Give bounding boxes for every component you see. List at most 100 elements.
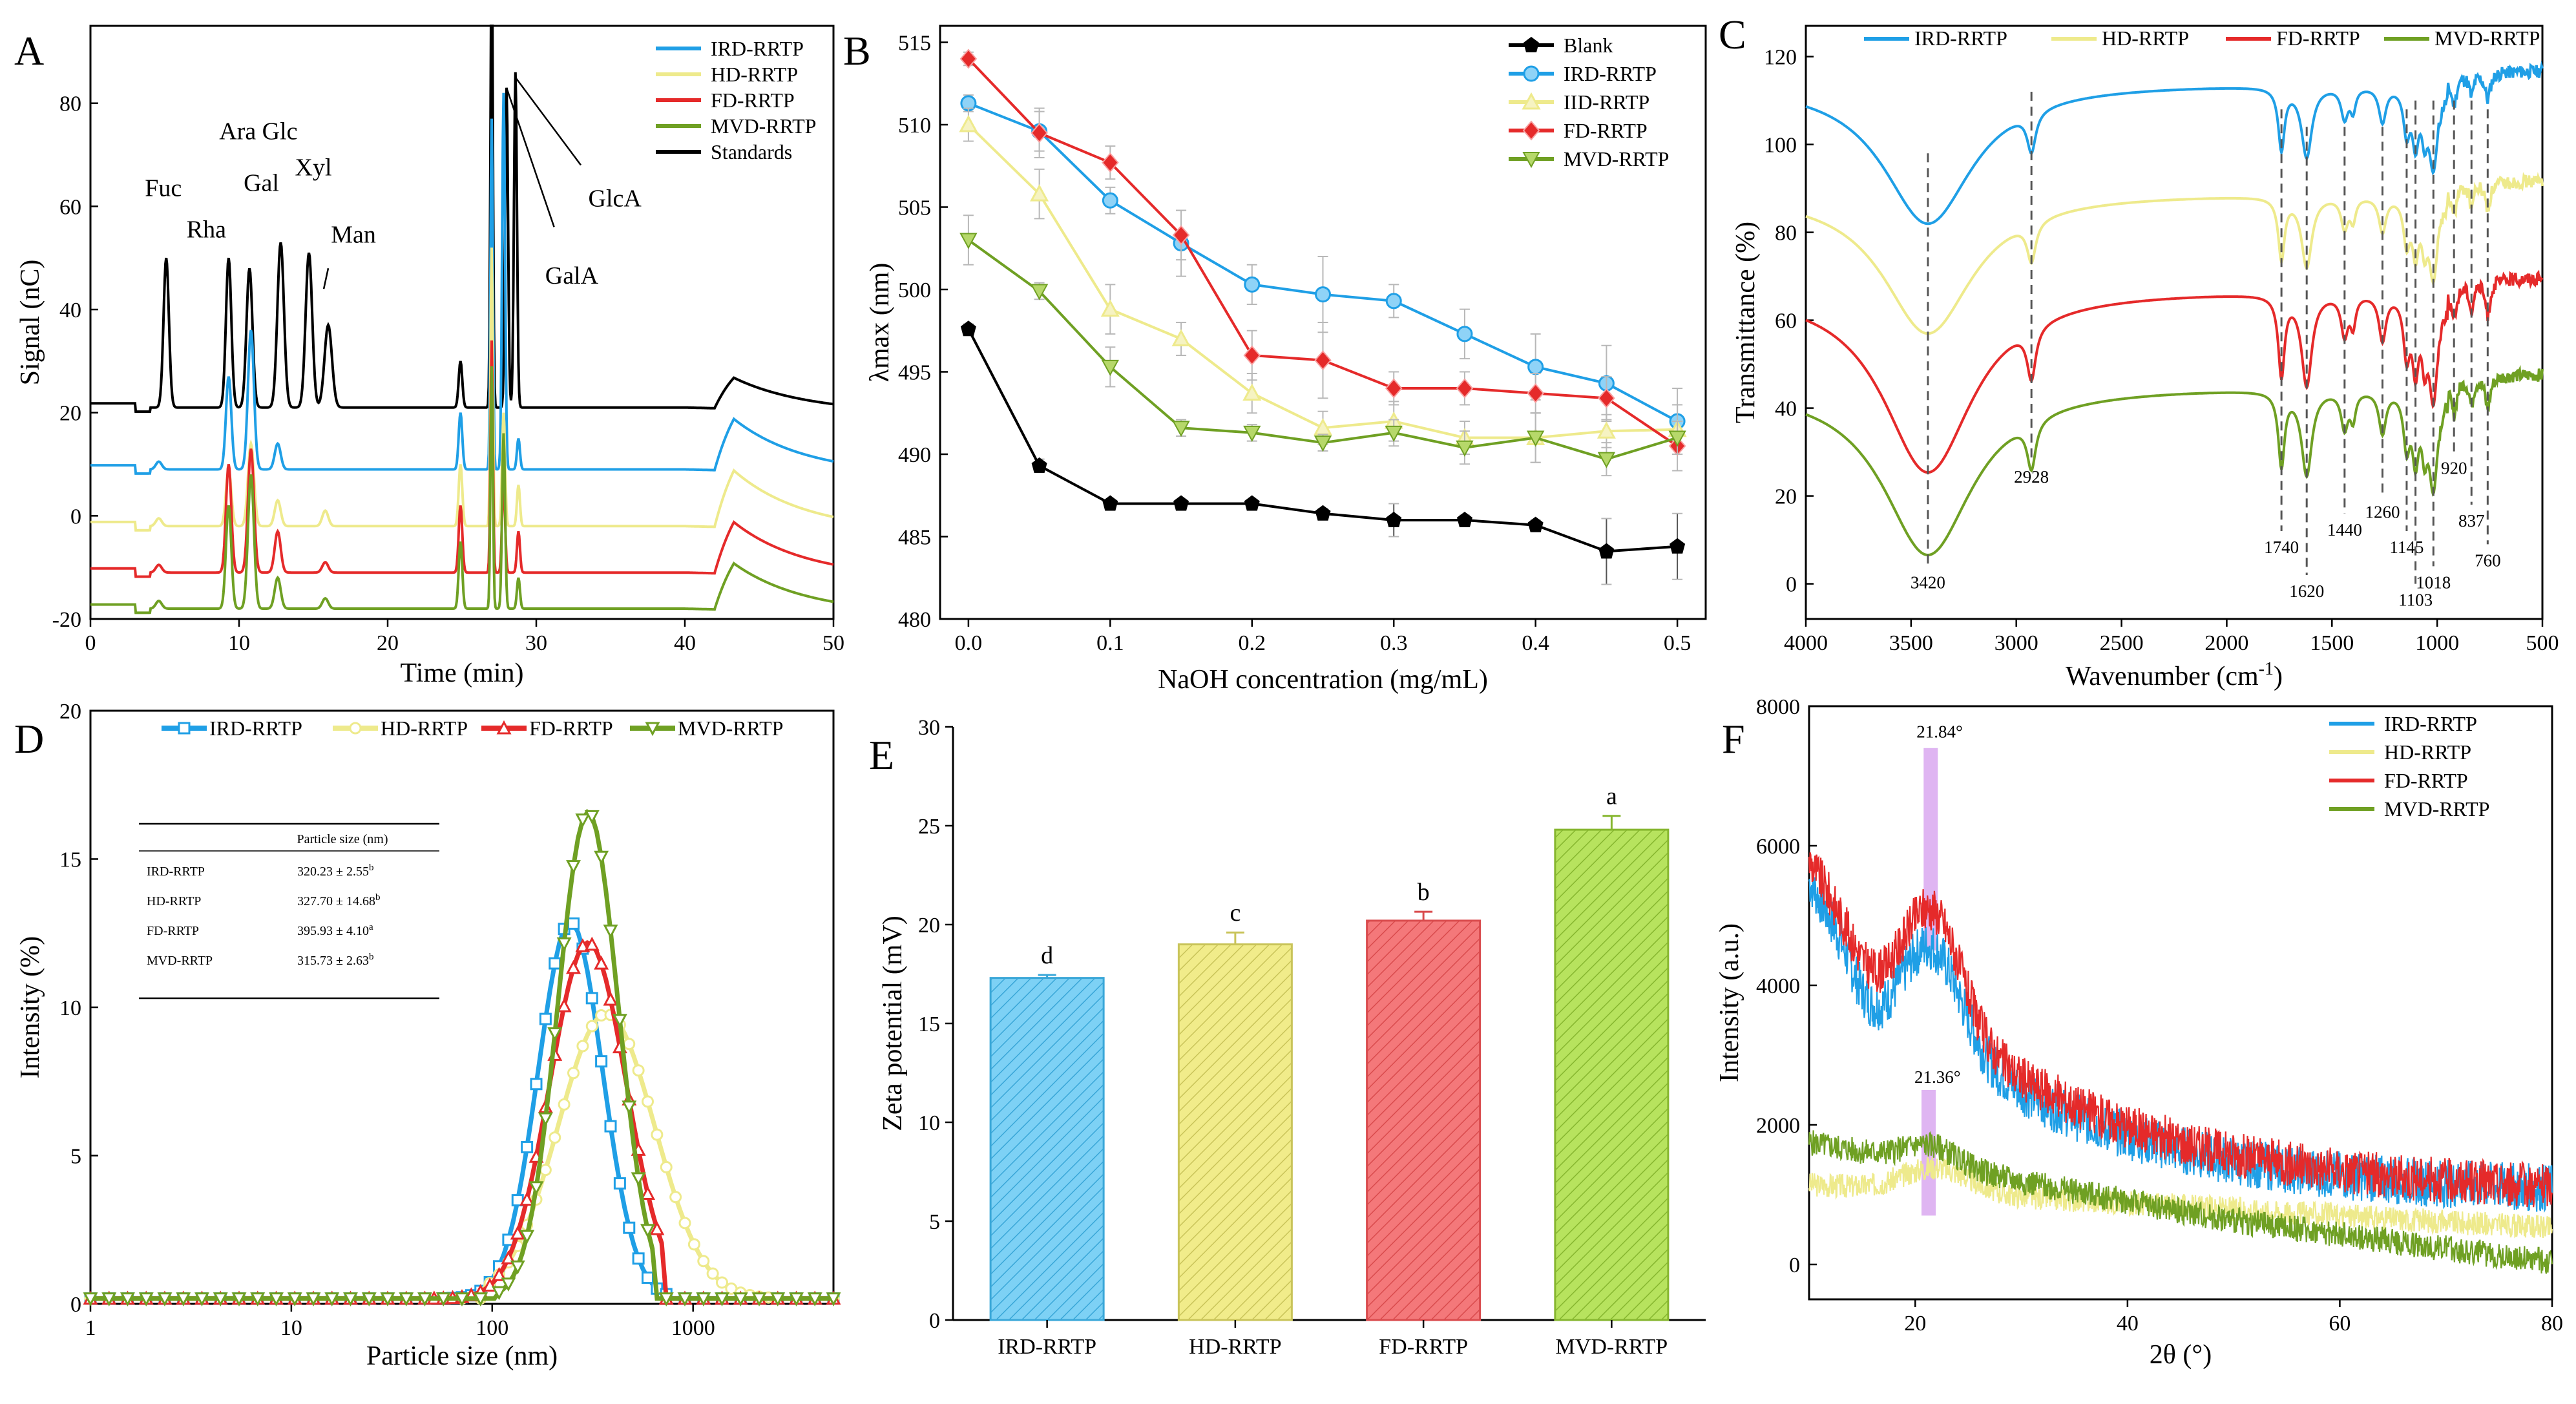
c-peak-label: 837	[2458, 511, 2485, 530]
f-legend-0-label: IRD-RRTP	[2384, 712, 2477, 735]
c-peak-label: 1620	[2289, 582, 2324, 601]
inverted-triangle-marker	[1385, 425, 1403, 442]
diamond-marker	[959, 48, 978, 69]
c-trace-hd-rrtp	[1805, 171, 2544, 335]
a-y-tick-label: 20	[59, 402, 81, 426]
c-y-tick-label: 80	[1775, 222, 1797, 246]
pentagon-marker	[1524, 37, 1539, 52]
f-peak-annotation: 21.36°	[1914, 1067, 1961, 1087]
triangle-marker	[594, 955, 609, 970]
b-y-tick-label: 500	[898, 278, 931, 302]
f-x-tick-label: 40	[2117, 1312, 2139, 1336]
panel-letter-f: F	[1722, 716, 1745, 762]
c-y-tick-label: 100	[1764, 134, 1797, 158]
pentagon-marker	[1598, 543, 1615, 559]
e-y-tick-label: 10	[918, 1111, 940, 1135]
e-bar-hd-rrtp	[1177, 943, 1293, 1321]
triangle-marker	[1522, 92, 1541, 110]
a-trace-standards	[90, 25, 834, 414]
triangle-marker	[510, 1225, 525, 1240]
e-y-tick-label: 15	[918, 1012, 940, 1036]
square-marker	[585, 992, 598, 1005]
d-line	[90, 919, 833, 1301]
circle-marker	[669, 1191, 682, 1204]
b-y-tick-label: 495	[898, 361, 931, 385]
c-peak-label: 2928	[2014, 467, 2049, 487]
a-x-tick-label: 20	[377, 631, 399, 655]
a-y-tick-label: 40	[59, 299, 81, 322]
pentagon-marker	[1031, 457, 1047, 473]
d-y-axis-label: Intensity (%)	[16, 936, 45, 1078]
a-legend-0-label: IRD-RRTP	[711, 37, 804, 60]
c-x-tick-label: 2500	[2100, 631, 2144, 655]
b-y-tick-label: 490	[898, 443, 931, 467]
d-y-tick-label: 0	[70, 1293, 81, 1317]
triangle-marker	[1242, 383, 1262, 401]
a-x-tick-label: 10	[228, 631, 250, 655]
square-marker	[613, 1177, 626, 1190]
inverted-triangle-marker	[250, 1292, 266, 1306]
circle-marker	[687, 1238, 700, 1251]
a-y-tick-label: 80	[59, 92, 81, 116]
diamond-marker	[1314, 350, 1332, 371]
inverted-triangle-marker	[306, 1292, 321, 1306]
b-legend-3-label: FD-RRTP	[1564, 119, 1648, 142]
plot-frame	[89, 25, 835, 620]
inverted-triangle-marker	[1314, 435, 1332, 452]
d-y-tick-label: 10	[59, 996, 81, 1020]
c-y-tick-label: 40	[1775, 397, 1797, 421]
inverted-triangle-marker	[380, 1292, 395, 1306]
b-series-blank	[960, 320, 1686, 585]
inverted-triangle-marker	[640, 1224, 655, 1239]
b-y-axis-label: λmax (nm)	[865, 263, 895, 382]
b-series-mvd-rrtp	[959, 215, 1686, 477]
b-legend-4-label: MVD-RRTP	[1564, 147, 1669, 171]
d-series-ird-rrtp	[84, 917, 840, 1305]
inverted-triangle-marker	[157, 1292, 173, 1306]
e-x-tick-label: FD-RRTP	[1379, 1335, 1468, 1359]
b-x-tick-label: 0.1	[1096, 631, 1124, 655]
b-y-tick-label: 510	[898, 114, 931, 138]
c-peak-label: 1018	[2416, 572, 2451, 592]
b-x-axis-label: NaOH concentration (mg/mL)	[1158, 665, 1488, 695]
circle-marker	[716, 1276, 728, 1289]
c-legend-label: IRD-RRTP	[1914, 26, 2007, 50]
c-y-tick-label: 120	[1764, 46, 1797, 70]
f-y-tick-label: 0	[1789, 1253, 1800, 1277]
inverted-triangle-marker	[176, 1292, 191, 1306]
triangle-marker	[584, 936, 600, 951]
f-y-tick-label: 2000	[1756, 1114, 1800, 1138]
inverted-triangle-marker	[575, 813, 591, 828]
f-x-tick-label: 80	[2541, 1312, 2563, 1336]
c-peak-label: 1103	[2398, 591, 2433, 610]
f-trace-mvd-rrtp	[1808, 1130, 2553, 1274]
d-series-fd-rrtp	[83, 936, 841, 1305]
diamond-marker	[1598, 388, 1615, 408]
d-table-row-value: 315.73 ± 2.63b	[297, 952, 373, 968]
e-y-tick-label: 30	[918, 716, 940, 740]
circle-marker	[642, 1095, 654, 1108]
inverted-triangle-marker	[677, 1292, 693, 1306]
square-marker	[595, 1055, 608, 1068]
c-peak-label: 1740	[2264, 538, 2299, 557]
circle-marker	[660, 1160, 673, 1173]
d-line	[90, 808, 833, 1301]
inverted-triangle-marker	[1456, 440, 1474, 457]
inverted-triangle-marker	[473, 1292, 488, 1306]
c-peak-label: 1440	[2327, 520, 2362, 540]
b-x-tick-label: 0.3	[1380, 631, 1408, 655]
c-peak-label: 760	[2475, 550, 2501, 570]
f-peak-annotation: 21.84°	[1916, 722, 1963, 742]
a-y-axis-label: Signal (nC)	[16, 260, 45, 386]
square-marker	[632, 1252, 645, 1265]
inverted-triangle-marker	[287, 1292, 302, 1306]
b-legend-2-label: IID-RRTP	[1564, 90, 1649, 114]
d-legend-label: IRD-RRTP	[209, 717, 302, 740]
circle-marker	[1315, 286, 1331, 303]
c-trace-ird-rrtp	[1805, 60, 2544, 225]
a-x-tick-label: 50	[822, 631, 844, 655]
f-y-tick-label: 8000	[1756, 695, 1800, 719]
b-legend-0-label: Blank	[1564, 34, 1613, 57]
inverted-triangle-marker	[751, 1292, 767, 1306]
